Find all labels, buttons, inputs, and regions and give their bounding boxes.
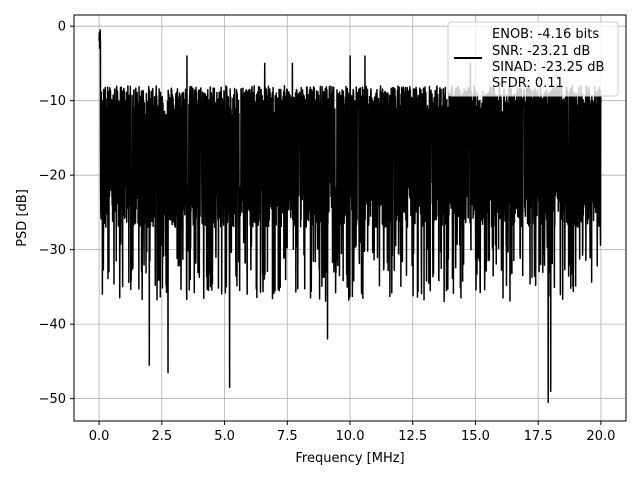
x-tick-label: 7.5 xyxy=(277,429,298,444)
y-tick-label: 0 xyxy=(58,20,66,35)
axis-ticks: 0.0 2.5 5.0 7.5 10.0 12.5 15.0 17.5 20.0 0 −10 −20 −… xyxy=(39,20,616,444)
x-tick-label: 2.5 xyxy=(151,429,172,444)
legend-label-line-2: SNR: -23.21 dB xyxy=(492,44,590,59)
legend-label-line-3: SINAD: -23.25 dB xyxy=(492,60,604,75)
x-tick-label: 10.0 xyxy=(336,429,365,444)
x-tick-label: 0.0 xyxy=(89,429,110,444)
x-tick-label: 5.0 xyxy=(214,429,235,444)
x-tick-label: 15.0 xyxy=(461,429,490,444)
y-axis-label: PSD [dB] xyxy=(15,189,30,247)
y-tick-label: −40 xyxy=(39,318,66,333)
legend-box xyxy=(447,21,619,97)
y-tick-label: −20 xyxy=(39,169,66,184)
y-tick-label: −50 xyxy=(39,392,66,407)
x-tick-label: 12.5 xyxy=(398,429,427,444)
x-tick-label: 20.0 xyxy=(586,429,615,444)
psd-line xyxy=(98,29,602,404)
psd-series xyxy=(98,29,602,404)
legend-label-line-4: SFDR: 0.11 xyxy=(492,76,564,91)
legend-label-line-1: ENOB: -4.16 bits xyxy=(492,27,599,42)
y-tick-label: −10 xyxy=(39,94,66,109)
y-tick-label: −30 xyxy=(39,243,66,258)
x-tick-label: 17.5 xyxy=(524,429,553,444)
x-axis-label: Frequency [MHz] xyxy=(295,451,404,466)
legend: ENOB: -4.16 bits SNR: -23.21 dB SINAD: -… xyxy=(447,21,619,97)
